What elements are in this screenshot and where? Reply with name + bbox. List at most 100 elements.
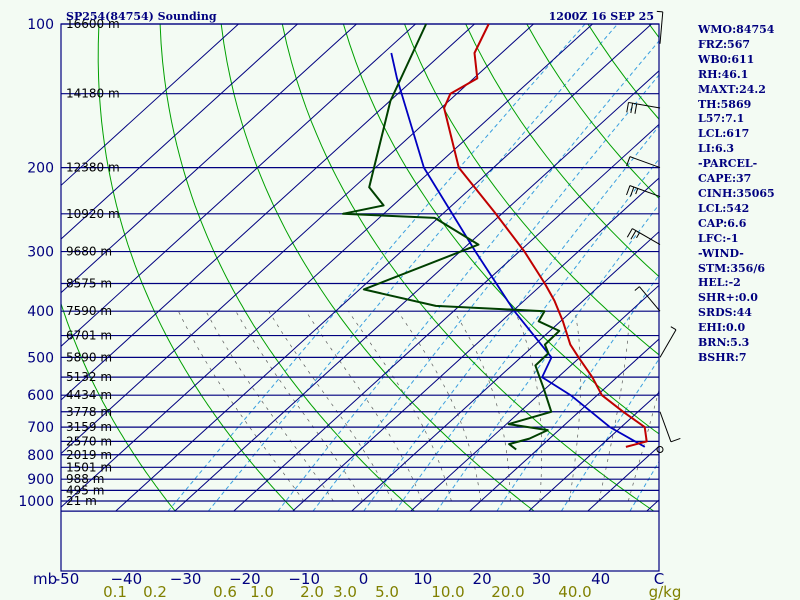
panel-line: -PARCEL- [698,157,758,171]
moist-adiabat [453,311,511,501]
height-label: 3159 m [66,420,112,434]
panel-line: BSHR:7 [698,350,747,364]
sounding-title: SP254(84754) Sounding [66,10,217,23]
height-label: 9680 m [66,245,112,259]
temperature-tick-label: 0 [359,570,369,588]
dry-adiabat [342,24,659,435]
temperature-unit-label: C [654,570,664,588]
temperature-tick-label: −10 [288,570,320,588]
panel-line: STM:356/6 [698,261,765,275]
temperature-tick-label: -50 [55,570,80,588]
wind-barb [626,101,661,114]
moist-adiabat [235,311,364,502]
pressure-label: 800 [27,448,54,464]
isotherm-line [174,70,659,512]
isotherm-line [115,24,652,512]
panel-line: HEL:-2 [698,276,741,290]
wind-barb-flag [630,230,637,240]
panel-line: MAXT:24.2 [698,82,766,96]
isotherm-line [61,24,298,240]
wind-barb-staff [629,156,661,169]
isotherm-line [61,24,357,294]
panel-line: TH:5869 [698,97,752,111]
wind-barb-staff [659,411,672,443]
height-label: 5890 m [66,350,112,364]
panel-line: LCL:617 [698,127,750,141]
panel-line: LCL:542 [698,201,750,215]
mixing-ratio-tick-label: 10.0 [431,583,464,600]
isotherm-line [61,24,593,508]
dry-adiabat [61,302,176,512]
wind-barb-flag [626,156,631,167]
height-label: 16600 m [66,17,120,31]
mixing-ratio-line [560,358,659,512]
mixing-ratio-line [312,74,659,512]
wind-barb-flag [634,103,638,114]
moist-adiabat [598,311,631,502]
wind-barb-calm-circle [656,446,664,454]
moist-adiabat [178,311,305,502]
wind-barb-flag [670,326,677,331]
wind-barb [659,326,677,358]
panel-line: LFC:-1 [698,231,739,245]
isotherm-line [61,24,475,401]
panel-line: LI:6.3 [698,142,735,156]
wind-barb-staff [632,228,661,245]
panel-line: BRN:5.3 [698,336,750,350]
panel-line: WB0:611 [698,52,755,66]
height-label: 10920 m [66,207,120,221]
temperature-tick-label: −40 [110,570,142,588]
isotherm-line [61,24,416,347]
pressure-unit-label: mb [33,570,57,588]
wind-barb [626,228,661,245]
mixing-ratio-line [496,274,659,512]
height-label: 5132 m [66,370,112,384]
height-label: 14180 m [66,87,120,101]
panel-line: WMO:84754 [698,23,775,36]
dry-adiabat [404,24,659,356]
dry-adiabat [281,24,655,512]
mixing-ratio-tick-label: 20.0 [491,583,524,600]
wind-barb [656,10,664,44]
mixing-ratio-tick-label: 40.0 [558,583,591,600]
wind-barb [659,411,681,443]
mixing-ratio-line [277,40,659,512]
wind-barb-staff [659,329,677,358]
panel-line: FRZ:567 [698,37,751,51]
wind-barb [656,446,664,454]
pressure-label: 100 [27,17,54,33]
height-label: 4434 m [66,388,112,402]
wind-barb [634,286,661,312]
isotherm-line [469,338,659,512]
mixing-ratio-tick-label: 2.0 [300,583,324,600]
wind-barb-flag [626,185,631,196]
panel-line: RH:46.1 [698,67,749,81]
height-label: 2570 m [66,434,112,448]
pressure-label: 1000 [18,494,54,510]
wind-barb-flag [656,10,663,13]
pressure-label: 700 [27,420,54,436]
isotherm-line [292,177,659,512]
isotherm-line [528,391,659,512]
wind-barb-flag [634,286,640,291]
mixing-ratio-tick-label: 0.1 [103,583,127,600]
dry-adiabat [159,24,415,512]
dry-adiabat [465,24,659,278]
wind-barb-flag [626,102,629,113]
isotherm-line [351,231,659,512]
wind-barb [626,185,661,198]
height-label: 1501 m [66,460,112,474]
wind-barb [626,156,661,169]
pressure-label: 600 [27,388,54,404]
height-label: 2019 m [66,448,112,462]
height-label: 12380 m [66,161,120,175]
valid-time: 1200Z 16 SEP 25 [549,10,654,23]
mixing-ratio-tick-label: 5.0 [375,583,399,600]
temperature-tick-label: −30 [170,570,202,588]
isotherm-line [61,24,239,187]
mixing-ratio-line [436,203,659,512]
temperature-trace [443,23,648,448]
height-label: 988 m [66,472,104,486]
panel-line: SRDS:44 [698,306,752,320]
